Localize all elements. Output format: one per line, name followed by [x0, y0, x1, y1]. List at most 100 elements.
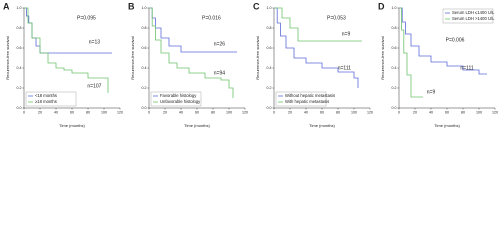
x-tick-label: 0 — [398, 110, 400, 114]
x-tick-label: 80 — [211, 110, 215, 114]
y-tick-label: 0.4 — [267, 66, 272, 70]
panel: B Recurrence-free survival Time (months) 0.… — [128, 1, 248, 128]
y-tick-label: 0.2 — [267, 86, 272, 90]
survival-curve — [399, 7, 487, 75]
panel: C Recurrence-free survival Time (months) 0.… — [253, 1, 373, 128]
annotation: n=94 — [214, 70, 225, 76]
annotation: n=13 — [89, 39, 100, 45]
annotation: P=0.016 — [202, 15, 221, 21]
x-tick-label: 20 — [288, 110, 292, 114]
annotation: P=0.053 — [327, 15, 346, 21]
legend-box — [275, 91, 327, 107]
y-tick-label: 1.0 — [142, 6, 147, 10]
annotation: P=0.095 — [77, 15, 96, 21]
x-tick-label: 20 — [163, 110, 167, 114]
y-tick-label: 0.6 — [267, 46, 272, 50]
panel-label: B — [128, 1, 135, 11]
x-tick-label: 120 — [242, 110, 248, 114]
legend-label: Serum LDH ≤1400 U/L — [452, 10, 495, 15]
x-tick-label: 60 — [70, 110, 74, 114]
x-tick-label: 60 — [445, 110, 449, 114]
annotation: n=111 — [460, 65, 474, 71]
y-tick-label: 0.6 — [17, 46, 22, 50]
x-tick-label: 100 — [351, 110, 357, 114]
legend-label: Without hepatic metastasis — [285, 93, 335, 98]
y-tick-label: 0.4 — [142, 66, 147, 70]
survival-curve — [274, 7, 362, 42]
x-tick-label: 100 — [476, 110, 482, 114]
y-tick-label: 0.8 — [267, 26, 272, 30]
x-tick-label: 0 — [148, 110, 150, 114]
x-tick-label: 40 — [179, 110, 183, 114]
y-tick-label: 0.4 — [392, 66, 397, 70]
legend-box — [442, 8, 494, 24]
x-tick-label: 40 — [429, 110, 433, 114]
legend-box — [25, 91, 77, 107]
survival-curve — [399, 7, 423, 98]
y-tick-label: 0.6 — [142, 46, 147, 50]
y-tick-label: 0.8 — [392, 26, 397, 30]
legend-label: ≥18 months — [35, 99, 57, 104]
y-axis-label: Recurrence-free survival — [130, 36, 135, 80]
figure: A Recurrence-free survival Time (months) 0.… — [3, 1, 498, 128]
survival-curve — [24, 7, 112, 54]
y-tick-label: 0.2 — [17, 86, 22, 90]
legend-box — [150, 91, 202, 107]
x-tick-label: 0 — [273, 110, 275, 114]
x-tick-label: 80 — [336, 110, 340, 114]
x-tick-label: 120 — [492, 110, 498, 114]
y-tick-label: 1.0 — [267, 6, 272, 10]
x-tick-label: 80 — [86, 110, 90, 114]
x-axis-label: Time (months) — [184, 123, 210, 128]
legend-label: Unfavorable histology — [160, 99, 201, 104]
y-tick-label: 1.0 — [392, 6, 397, 10]
panel-label: C — [253, 1, 260, 11]
y-axis-label: Recurrence-free survival — [255, 36, 260, 80]
legend-label: Favorable histology — [160, 93, 197, 98]
annotation: n=111 — [338, 65, 352, 71]
x-axis-label: Time (months) — [309, 123, 335, 128]
panel: A Recurrence-free survival Time (months) 0.… — [3, 1, 123, 128]
x-axis-label: Time (months) — [59, 123, 85, 128]
annotation: n=107 — [87, 83, 101, 89]
legend-label: <18 months — [35, 93, 57, 98]
y-tick-label: 0.0 — [17, 106, 22, 110]
x-tick-label: 100 — [226, 110, 232, 114]
y-tick-label: 0.0 — [142, 106, 147, 110]
y-tick-label: 0.2 — [392, 86, 397, 90]
panel-label: D — [378, 1, 385, 11]
x-tick-label: 80 — [461, 110, 465, 114]
annotation: P=0.006 — [446, 37, 465, 43]
y-axis-label: Recurrence-free survival — [380, 36, 385, 80]
y-tick-label: 0.8 — [17, 26, 22, 30]
x-tick-label: 120 — [117, 110, 123, 114]
legend-label: Serum LDH >1400 U/L — [452, 16, 495, 21]
annotation: n=9 — [342, 31, 351, 37]
panel-label: A — [3, 1, 10, 11]
y-axis-label: Recurrence-free survival — [5, 36, 10, 80]
y-tick-label: 0.4 — [17, 66, 22, 70]
y-tick-label: 0.2 — [142, 86, 147, 90]
y-tick-label: 1.0 — [17, 6, 22, 10]
x-tick-label: 20 — [413, 110, 417, 114]
survival-curve — [24, 7, 109, 93]
x-tick-label: 100 — [101, 110, 107, 114]
y-tick-label: 0.0 — [267, 106, 272, 110]
x-tick-label: 20 — [38, 110, 42, 114]
x-axis-label: Time (months) — [434, 123, 460, 128]
x-tick-label: 40 — [304, 110, 308, 114]
x-tick-label: 60 — [320, 110, 324, 114]
y-tick-label: 0.6 — [392, 46, 397, 50]
survival-curve — [149, 7, 234, 98]
x-tick-label: 120 — [367, 110, 373, 114]
survival-curve — [274, 7, 359, 88]
x-tick-label: 0 — [23, 110, 25, 114]
y-tick-label: 0.8 — [142, 26, 147, 30]
x-tick-label: 60 — [195, 110, 199, 114]
panel: D Recurrence-free survival Time (months) 0.… — [378, 1, 498, 128]
x-tick-label: 40 — [54, 110, 58, 114]
legend-label: With hepatic metastasis — [285, 99, 329, 104]
annotation: n=26 — [214, 41, 225, 47]
annotation: n=9 — [427, 89, 436, 95]
y-tick-label: 0.0 — [392, 106, 397, 110]
